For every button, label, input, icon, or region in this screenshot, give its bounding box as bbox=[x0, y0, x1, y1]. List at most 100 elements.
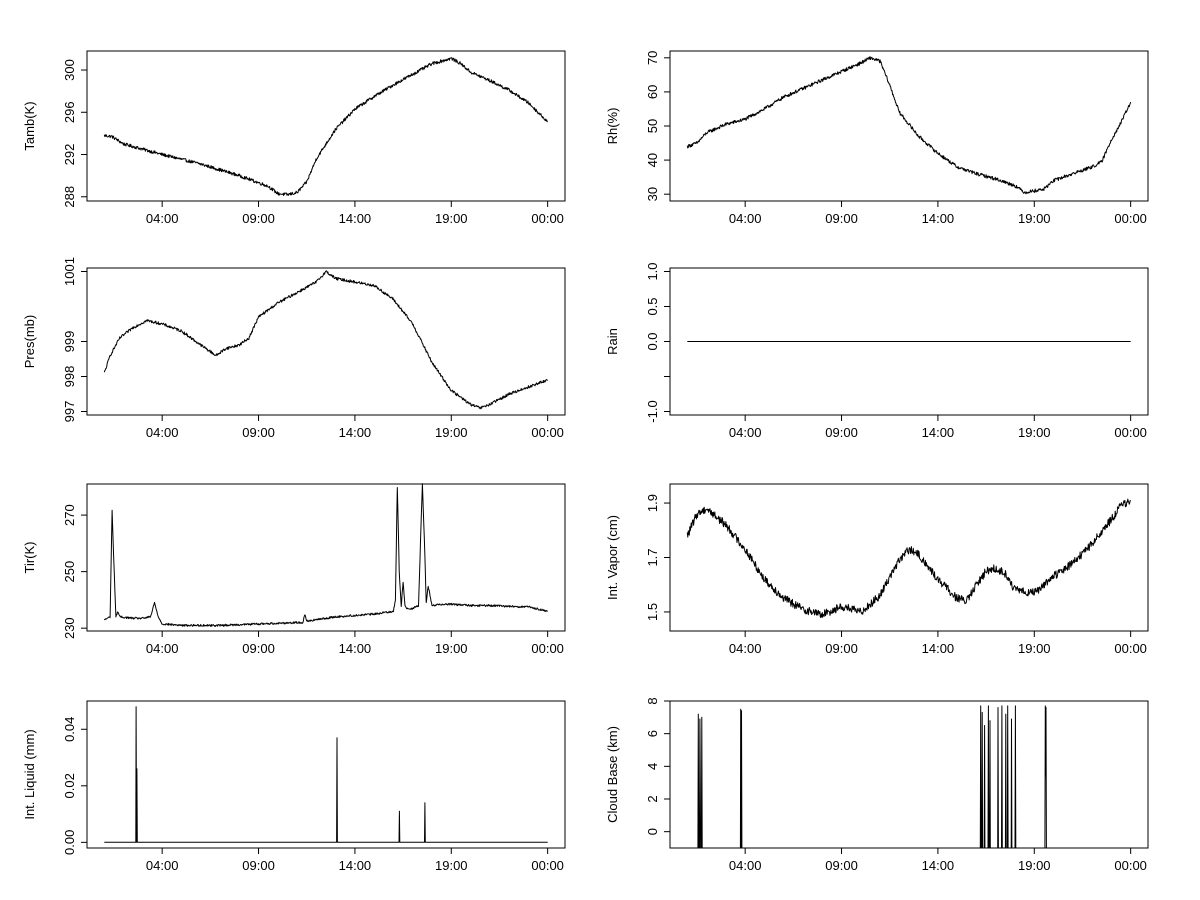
series-line-cloud-base-km bbox=[687, 705, 1131, 849]
x-tick-label: 00:00 bbox=[1114, 858, 1147, 873]
y-tick-label: 40 bbox=[645, 153, 660, 167]
y-tick-label: 1.9 bbox=[645, 494, 660, 512]
x-tick-label: 14:00 bbox=[339, 211, 372, 226]
x-tick-label: 14:00 bbox=[339, 641, 372, 656]
panel-pres-mb: 04:00 09:00 14:00 19:00 00:00 997 998 999 1001 Pr… bbox=[22, 257, 566, 440]
x-tick-label: 14:00 bbox=[922, 211, 955, 226]
y-tick-label: 30 bbox=[645, 187, 660, 201]
plot-frame bbox=[86, 700, 566, 849]
panel-cloud-base-km: 04:00 09:00 14:00 19:00 00:00 0 2 4 6 8 Cloud Base… bbox=[605, 697, 1149, 873]
x-tick-label: 04:00 bbox=[146, 858, 179, 873]
x-tick-label: 14:00 bbox=[922, 425, 955, 440]
x-tick-label: 09:00 bbox=[242, 641, 275, 656]
series-line-rh bbox=[686, 56, 1132, 195]
x-tick-label: 09:00 bbox=[825, 425, 858, 440]
y-tick-label: 60 bbox=[645, 85, 660, 99]
series-line-tamb-k bbox=[103, 57, 548, 196]
x-tick-label: 04:00 bbox=[729, 858, 762, 873]
x-tick-label: 14:00 bbox=[922, 858, 955, 873]
y-tick-label: 1001 bbox=[62, 257, 77, 286]
x-tick-label: 09:00 bbox=[825, 641, 858, 656]
x-tick-label: 09:00 bbox=[242, 425, 275, 440]
y-tick-label: 0.04 bbox=[62, 717, 77, 742]
y-tick-label: 6 bbox=[645, 730, 660, 737]
y-axis-label: Rain bbox=[605, 328, 620, 355]
y-axis-label: Int. Vapor (cm) bbox=[605, 515, 620, 600]
x-tick-label: 09:00 bbox=[242, 858, 275, 873]
y-axis-label: Cloud Base (km) bbox=[605, 726, 620, 823]
x-tick-label: 19:00 bbox=[435, 425, 468, 440]
y-tick-label: 230 bbox=[62, 617, 77, 639]
x-tick-label: 09:00 bbox=[242, 211, 275, 226]
y-tick-label: 2 bbox=[645, 795, 660, 802]
x-tick-label: 14:00 bbox=[339, 425, 372, 440]
panel-tir-k: 04:00 09:00 14:00 19:00 00:00 230 250 270 Tir(K) bbox=[22, 483, 566, 656]
y-tick-label: 0.02 bbox=[62, 773, 77, 798]
x-tick-label: 00:00 bbox=[531, 425, 564, 440]
y-tick-label: 1.5 bbox=[645, 603, 660, 621]
y-tick-label: 8 bbox=[645, 697, 660, 704]
series-line-int-vapor-cm bbox=[686, 498, 1132, 619]
y-tick-label: 999 bbox=[62, 331, 77, 353]
y-tick-label: 0.5 bbox=[645, 297, 660, 315]
x-tick-label: 19:00 bbox=[435, 641, 468, 656]
y-tick-label: 50 bbox=[645, 119, 660, 133]
y-tick-label: 270 bbox=[62, 504, 77, 526]
y-tick-label: 997 bbox=[62, 401, 77, 423]
y-tick-label: 0.00 bbox=[62, 830, 77, 855]
plot-frame bbox=[669, 50, 1149, 202]
y-axis-label: Rh(%) bbox=[605, 108, 620, 145]
series-line-pres-mb bbox=[103, 270, 548, 410]
x-tick-label: 19:00 bbox=[1018, 858, 1051, 873]
y-axis-label: Tamb(K) bbox=[22, 101, 37, 150]
series-line-tir-k bbox=[103, 483, 548, 627]
y-tick-label: 1.7 bbox=[645, 548, 660, 566]
x-tick-label: 14:00 bbox=[339, 858, 372, 873]
panel-int-liquid-mm: 04:00 09:00 14:00 19:00 00:00 0.00 0.02 0.04 Int… bbox=[22, 700, 566, 873]
y-tick-label: 288 bbox=[62, 186, 77, 208]
y-tick-label: 296 bbox=[62, 101, 77, 123]
x-tick-label: 19:00 bbox=[1018, 425, 1051, 440]
series-line-int-liquid-mm bbox=[104, 706, 548, 843]
y-axis-label: Pres(mb) bbox=[22, 315, 37, 368]
plot-frame bbox=[86, 267, 566, 416]
x-tick-label: 19:00 bbox=[435, 858, 468, 873]
x-tick-label: 04:00 bbox=[146, 425, 179, 440]
y-tick-label: 292 bbox=[62, 144, 77, 166]
y-tick-label: 1.0 bbox=[645, 262, 660, 280]
x-tick-label: 00:00 bbox=[531, 641, 564, 656]
x-tick-label: 19:00 bbox=[1018, 211, 1051, 226]
y-tick-label: 4 bbox=[645, 763, 660, 770]
panel-tamb-k: 04:00 09:00 14:00 19:00 00:00 288 292 296 300 Tam… bbox=[22, 50, 566, 226]
y-axis-label: Tir(K) bbox=[22, 541, 37, 573]
plot-frame bbox=[86, 50, 566, 202]
x-tick-label: 00:00 bbox=[1114, 425, 1147, 440]
x-tick-label: 19:00 bbox=[435, 211, 468, 226]
x-tick-label: 00:00 bbox=[531, 211, 564, 226]
x-tick-label: 00:00 bbox=[1114, 641, 1147, 656]
y-tick-label: 250 bbox=[62, 561, 77, 583]
y-tick-label: 998 bbox=[62, 366, 77, 388]
panel-rain: 04:00 09:00 14:00 19:00 00:00 -1.0 0.0 0.5 1.0 Ra… bbox=[605, 262, 1149, 440]
x-tick-label: 04:00 bbox=[729, 425, 762, 440]
x-tick-label: 09:00 bbox=[825, 211, 858, 226]
panel-int-vapor-cm: 04:00 09:00 14:00 19:00 00:00 1.5 1.7 1.9 Int. V… bbox=[605, 483, 1149, 656]
panel-rh: 04:00 09:00 14:00 19:00 00:00 30 40 50 60 70 Rh(%) bbox=[605, 50, 1149, 226]
x-tick-label: 04:00 bbox=[729, 211, 762, 226]
y-tick-label: 0.0 bbox=[645, 332, 660, 350]
plot-frame bbox=[669, 483, 1149, 632]
x-tick-label: 04:00 bbox=[146, 641, 179, 656]
x-tick-label: 00:00 bbox=[531, 858, 564, 873]
x-tick-label: 04:00 bbox=[146, 211, 179, 226]
y-axis-label: Int. Liquid (mm) bbox=[22, 729, 37, 819]
x-tick-label: 14:00 bbox=[922, 641, 955, 656]
y-tick-label: -1.0 bbox=[645, 400, 660, 422]
x-tick-label: 19:00 bbox=[1018, 641, 1051, 656]
y-tick-label: 0 bbox=[645, 828, 660, 835]
x-tick-label: 00:00 bbox=[1114, 211, 1147, 226]
plot-frame bbox=[86, 483, 566, 632]
x-tick-label: 09:00 bbox=[825, 858, 858, 873]
x-tick-label: 04:00 bbox=[729, 641, 762, 656]
y-tick-label: 70 bbox=[645, 51, 660, 65]
